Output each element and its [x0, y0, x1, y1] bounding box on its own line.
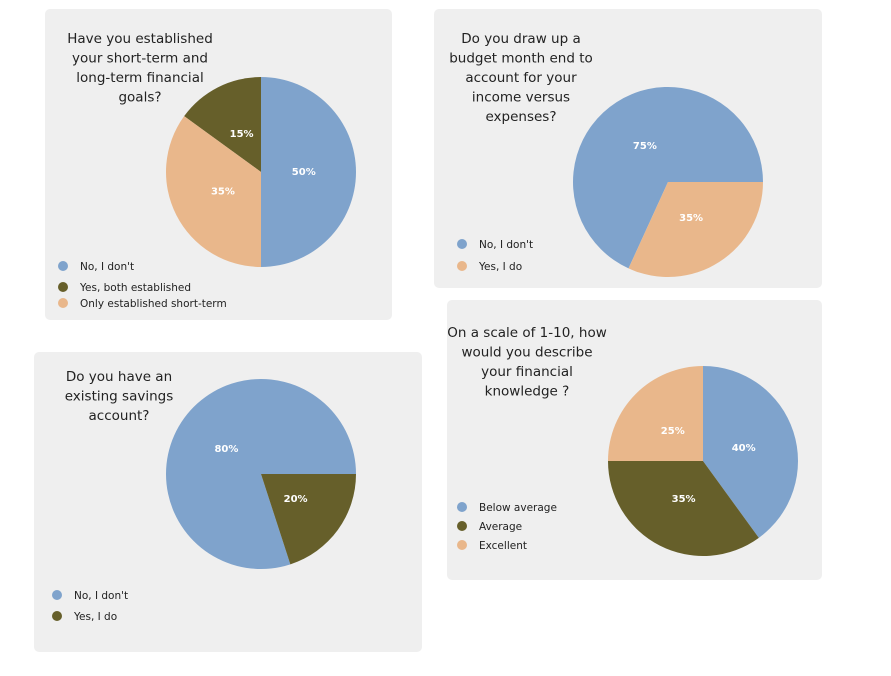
pie-slice: [608, 461, 759, 556]
slice-label: 20%: [284, 494, 308, 505]
slice-label: 35%: [211, 186, 235, 197]
pie-slice: [628, 182, 763, 277]
chart-title: budget month end to: [449, 51, 593, 67]
chart-title: Have you established: [67, 31, 213, 47]
chart-title: income versus: [472, 90, 570, 106]
slice-label: 15%: [230, 129, 254, 140]
chart-title: Do you have an: [66, 369, 172, 385]
pie-slice: [573, 86, 763, 269]
legend-swatch: [457, 521, 467, 531]
pie-slice: [261, 474, 356, 565]
legend-label: Below average: [479, 502, 557, 514]
pie-slice: [608, 366, 703, 461]
chart-title: account?: [89, 408, 150, 424]
chart-title: goals?: [118, 90, 161, 106]
legend-swatch: [58, 282, 68, 292]
chart-card: Have you established your short-term and l…: [45, 9, 392, 320]
legend-label: Yes, I do: [478, 261, 522, 273]
legend-label: Yes, both established: [79, 282, 191, 294]
chart-title: On a scale of 1-10, how: [447, 325, 607, 341]
legend-swatch: [457, 502, 467, 512]
legend-label: No, I don't: [479, 239, 533, 251]
legend-swatch: [457, 261, 467, 271]
slice-label: 25%: [661, 426, 685, 437]
pie-slice: [165, 116, 261, 267]
chart-title: would you describe: [461, 345, 592, 361]
legend-label: No, I don't: [74, 590, 128, 602]
legend-swatch: [457, 540, 467, 550]
legend-swatch: [52, 611, 62, 621]
chart-title: your financial: [481, 364, 573, 380]
legend-label: Only established short-term: [80, 298, 227, 310]
slice-label: 35%: [679, 213, 703, 224]
chart-title: long-term financial: [76, 70, 203, 86]
legend-label: Yes, I do: [73, 611, 117, 623]
legend-label: Excellent: [479, 540, 527, 552]
legend-swatch: [52, 590, 62, 600]
legend-label: No, I don't: [80, 261, 134, 273]
pie-slice: [703, 366, 798, 538]
chart-title: existing savings: [65, 389, 174, 405]
pie-slice: [261, 77, 356, 267]
legend-swatch: [457, 239, 467, 249]
chart-title: Do you draw up a: [461, 31, 580, 47]
chart-card: Do you draw up a budget month end to accou…: [434, 9, 822, 288]
legend-swatch: [58, 298, 68, 308]
slice-label: 50%: [292, 167, 316, 178]
legend-swatch: [58, 261, 68, 271]
legend-label: Average: [479, 521, 522, 533]
chart-title: knowledge ?: [485, 384, 570, 400]
slice-label: 75%: [633, 141, 657, 152]
chart-title: your short-term and: [72, 51, 208, 67]
chart-card: Do you have an existing savings account? 80…: [34, 352, 422, 652]
chart-title: account for your: [465, 70, 577, 86]
pie-slice: [184, 77, 261, 172]
chart-title: expenses?: [485, 109, 556, 125]
slice-label: 80%: [214, 444, 238, 455]
chart-card: On a scale of 1-10, how would you describ…: [447, 300, 822, 580]
slice-label: 35%: [672, 494, 696, 505]
slice-label: 40%: [732, 443, 756, 454]
